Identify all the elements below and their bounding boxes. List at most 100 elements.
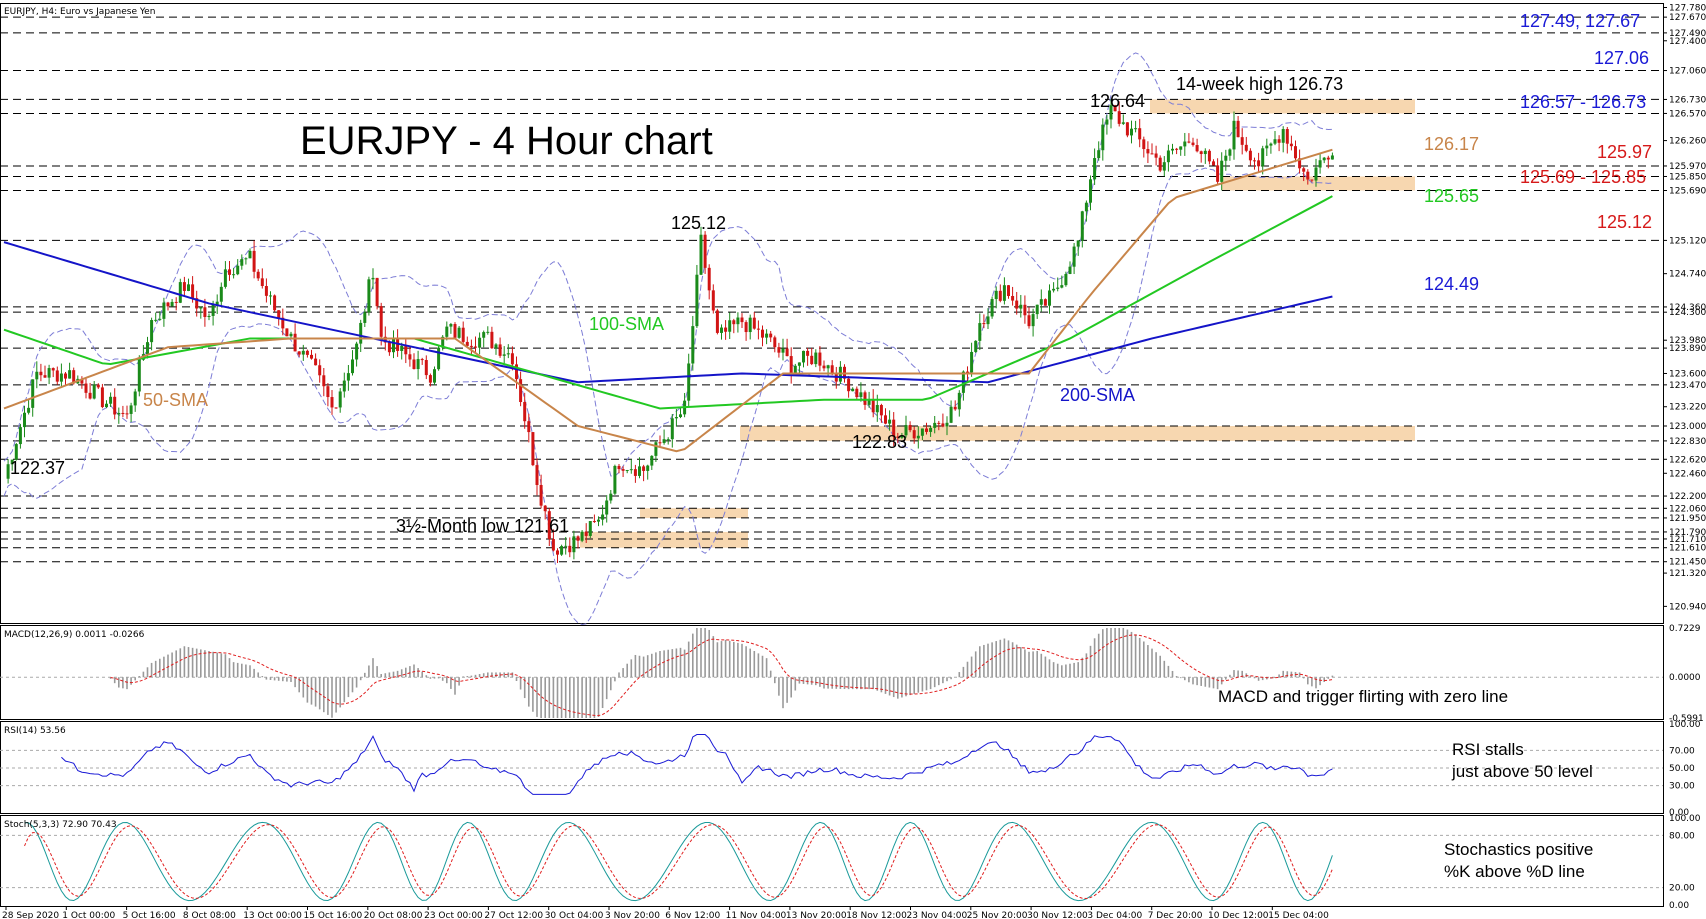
candle-body	[39, 371, 43, 376]
level-127-49-127-67: 127.49, 127.67	[1520, 11, 1640, 31]
candle-body	[408, 354, 412, 360]
candle-body	[1179, 146, 1183, 150]
candle-body	[433, 369, 436, 383]
price-panel-frame	[0, 3, 1664, 624]
horizontal-levels-layer	[0, 16, 1663, 563]
candle-body	[445, 326, 449, 337]
candle-body	[428, 375, 432, 383]
macd-panel: 0.7229 0.0000 -0.5991	[0, 624, 1704, 724]
candle-body	[752, 317, 756, 329]
candle-body	[92, 384, 96, 399]
sma-50-line	[3, 148, 1333, 453]
candle-body	[1113, 105, 1117, 112]
date-tick-label: 3 Dec 04:00	[1087, 911, 1142, 919]
candle-body	[748, 317, 752, 333]
candle-body	[416, 359, 420, 370]
candle-body	[1265, 145, 1269, 149]
price-tick-label: 122.830	[1669, 437, 1706, 447]
candle-body	[465, 341, 469, 346]
price-tick-label: 124.740	[1669, 270, 1706, 280]
candle-body	[1023, 304, 1027, 316]
rsi-tick-label: 70.00	[1669, 746, 1695, 756]
candle-body	[1171, 148, 1174, 151]
stoch-panel: 100.00 80.00 20.00 0.00	[0, 814, 1701, 911]
candle-body	[1166, 150, 1170, 163]
candle-body	[592, 521, 596, 523]
level-126-57-126-73: 126.57 - 126.73	[1520, 92, 1646, 112]
candle-body	[18, 427, 22, 445]
candle-body	[732, 320, 736, 325]
candle-body	[888, 419, 892, 424]
date-tick-label: 25 Nov 20:00	[967, 911, 1028, 919]
candle-body	[1093, 158, 1097, 180]
candle-body	[998, 290, 1002, 301]
level-125-69-125-85: 125.69 - 125.85	[1520, 167, 1646, 187]
date-tick-label: 8 Oct 08:00	[183, 911, 236, 919]
candle-body	[773, 337, 777, 348]
candle-body	[88, 392, 92, 399]
candle-body	[1158, 157, 1162, 171]
candle-body	[1183, 141, 1187, 147]
candle-body	[305, 350, 309, 355]
candle-body	[1031, 314, 1035, 327]
candle-body	[941, 423, 945, 427]
date-tick-label: 15 Oct 16:00	[304, 911, 363, 919]
candle-body	[84, 383, 88, 393]
candle-body	[814, 352, 818, 365]
candle-body	[1326, 157, 1330, 160]
annotation-low-122-83: 122.83	[852, 432, 907, 452]
price-tick-label: 124.300	[1669, 308, 1706, 318]
candle-body	[289, 333, 293, 337]
candle-body	[597, 519, 600, 522]
rsi-line	[61, 734, 1333, 795]
candle-body	[1207, 150, 1211, 162]
candle-body	[986, 316, 990, 325]
candle-body	[1277, 139, 1281, 143]
date-tick-label: 23 Oct 00:00	[424, 911, 483, 919]
candle-body	[1007, 285, 1010, 297]
macd-tick-label: -0.5991	[1669, 714, 1704, 724]
candle-body	[539, 484, 543, 506]
candle-body	[1142, 139, 1146, 150]
candle-body	[1154, 153, 1158, 158]
candle-body	[441, 336, 445, 348]
price-tick-label: 125.690	[1669, 186, 1706, 196]
symbol-label: EURJPY, H4: Euro vs Japanese Yen	[4, 7, 155, 17]
candle-body	[945, 422, 949, 427]
candle-body	[674, 417, 678, 419]
candle-body	[195, 298, 199, 309]
price-tick-label: 125.120	[1669, 236, 1706, 246]
candle-body	[154, 319, 158, 321]
candle-body	[970, 351, 974, 373]
candle-body	[1199, 151, 1203, 155]
candle-body	[359, 322, 363, 344]
date-tick-label: 1 Oct 00:00	[62, 911, 115, 919]
candle-body	[1191, 142, 1195, 146]
candle-body	[203, 307, 207, 317]
candle-body	[461, 327, 465, 342]
candle-body	[1039, 299, 1043, 305]
candle-body	[367, 279, 371, 313]
candle-body	[576, 536, 580, 541]
candle-body	[211, 304, 215, 316]
candle-body	[31, 379, 35, 408]
candle-body	[982, 323, 986, 325]
price-tick-label: 123.000	[1669, 422, 1706, 432]
date-tick-label: 6 Nov 12:00	[665, 911, 720, 919]
candle-body	[117, 412, 121, 415]
candle-body	[453, 324, 457, 338]
level-127-06: 127.06	[1594, 48, 1649, 68]
candle-body	[1146, 149, 1150, 154]
price-tick-label: 126.730	[1669, 95, 1706, 105]
price-tick-label: 124.360	[1669, 303, 1706, 313]
price-tick-label: 125.970	[1669, 162, 1706, 172]
stoch-tick-label: 0.00	[1669, 901, 1689, 911]
candle-body	[1101, 124, 1105, 151]
rsi-tick-label: 50.00	[1669, 764, 1695, 774]
candle-body	[228, 269, 231, 275]
candle-body	[482, 332, 486, 338]
candle-body	[80, 378, 84, 384]
candle-body	[1273, 139, 1277, 144]
candle-body	[601, 514, 605, 520]
candle-body	[43, 375, 47, 378]
